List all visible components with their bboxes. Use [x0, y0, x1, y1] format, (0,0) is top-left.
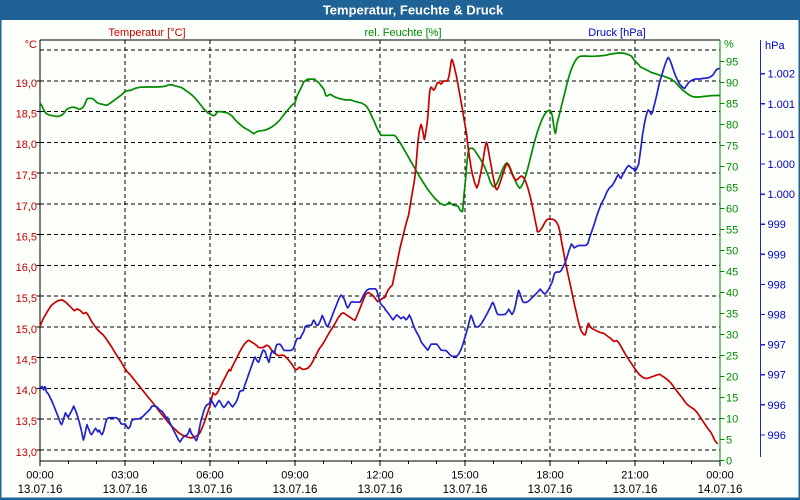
svg-text:Temperatur [°C]: Temperatur [°C]: [108, 27, 185, 39]
svg-text:5: 5: [726, 435, 732, 447]
svg-text:17,5: 17,5: [16, 170, 37, 182]
svg-text:rel. Feuchte [%]: rel. Feuchte [%]: [364, 27, 441, 39]
svg-text:998: 998: [768, 279, 786, 291]
svg-text:13.07.16: 13.07.16: [18, 484, 63, 496]
svg-text:17,0: 17,0: [16, 201, 37, 213]
svg-text:15,5: 15,5: [16, 293, 37, 305]
svg-text:15: 15: [726, 393, 738, 405]
svg-text:13.07.16: 13.07.16: [358, 484, 403, 496]
svg-text:1.000: 1.000: [768, 189, 796, 201]
svg-text:30: 30: [726, 330, 738, 342]
svg-text:996: 996: [768, 400, 786, 412]
svg-text:25: 25: [726, 351, 738, 363]
svg-text:10: 10: [726, 414, 738, 426]
svg-text:13,5: 13,5: [16, 416, 37, 428]
svg-text:14,0: 14,0: [16, 385, 37, 397]
svg-text:999: 999: [768, 249, 786, 261]
svg-text:21:00: 21:00: [621, 470, 649, 482]
svg-text:13.07.16: 13.07.16: [273, 484, 318, 496]
svg-text:997: 997: [768, 370, 786, 382]
svg-text:%: %: [724, 39, 734, 51]
svg-text:1.001: 1.001: [768, 129, 796, 141]
svg-text:14,5: 14,5: [16, 355, 37, 367]
svg-text:18:00: 18:00: [536, 470, 564, 482]
svg-text:hPa: hPa: [765, 40, 785, 52]
svg-text:95: 95: [726, 57, 738, 69]
svg-text:997: 997: [768, 340, 786, 352]
svg-text:70: 70: [726, 162, 738, 174]
svg-text:13.07.16: 13.07.16: [528, 484, 573, 496]
svg-text:85: 85: [726, 99, 738, 111]
svg-text:90: 90: [726, 78, 738, 90]
svg-text:00:00: 00:00: [706, 470, 734, 482]
svg-text:13,0: 13,0: [16, 447, 37, 459]
svg-text:1.001: 1.001: [768, 99, 796, 111]
svg-text:15,0: 15,0: [16, 324, 37, 336]
svg-text:1.000: 1.000: [768, 159, 796, 171]
svg-text:999: 999: [768, 219, 786, 231]
svg-text:°C: °C: [25, 39, 37, 51]
svg-text:80: 80: [726, 120, 738, 132]
svg-text:12:00: 12:00: [366, 470, 394, 482]
svg-text:09:00: 09:00: [281, 470, 309, 482]
svg-text:16,5: 16,5: [16, 232, 37, 244]
svg-text:20: 20: [726, 372, 738, 384]
svg-text:00:00: 00:00: [26, 470, 54, 482]
svg-text:13.07.16: 13.07.16: [188, 484, 233, 496]
svg-text:18,5: 18,5: [16, 109, 37, 121]
svg-text:13.07.16: 13.07.16: [103, 484, 148, 496]
svg-text:18,0: 18,0: [16, 139, 37, 151]
svg-text:16,0: 16,0: [16, 262, 37, 274]
svg-text:03:00: 03:00: [111, 470, 139, 482]
svg-text:15:00: 15:00: [451, 470, 479, 482]
svg-text:60: 60: [726, 204, 738, 216]
svg-text:35: 35: [726, 309, 738, 321]
svg-text:996: 996: [768, 430, 786, 442]
svg-text:40: 40: [726, 288, 738, 300]
svg-text:19,0: 19,0: [16, 78, 37, 90]
svg-text:Temperatur, Feuchte & Druck: Temperatur, Feuchte & Druck: [323, 3, 504, 18]
svg-text:Druck [hPa]: Druck [hPa]: [588, 27, 645, 39]
svg-text:14.07.16: 14.07.16: [698, 484, 743, 496]
svg-text:13.07.16: 13.07.16: [443, 484, 488, 496]
svg-text:1.002: 1.002: [768, 69, 796, 81]
svg-text:65: 65: [726, 183, 738, 195]
svg-text:0: 0: [726, 456, 732, 468]
svg-text:55: 55: [726, 225, 738, 237]
svg-text:998: 998: [768, 310, 786, 322]
svg-text:75: 75: [726, 141, 738, 153]
svg-text:13.07.16: 13.07.16: [613, 484, 658, 496]
svg-text:06:00: 06:00: [196, 470, 224, 482]
svg-text:50: 50: [726, 246, 738, 258]
svg-text:45: 45: [726, 267, 738, 279]
